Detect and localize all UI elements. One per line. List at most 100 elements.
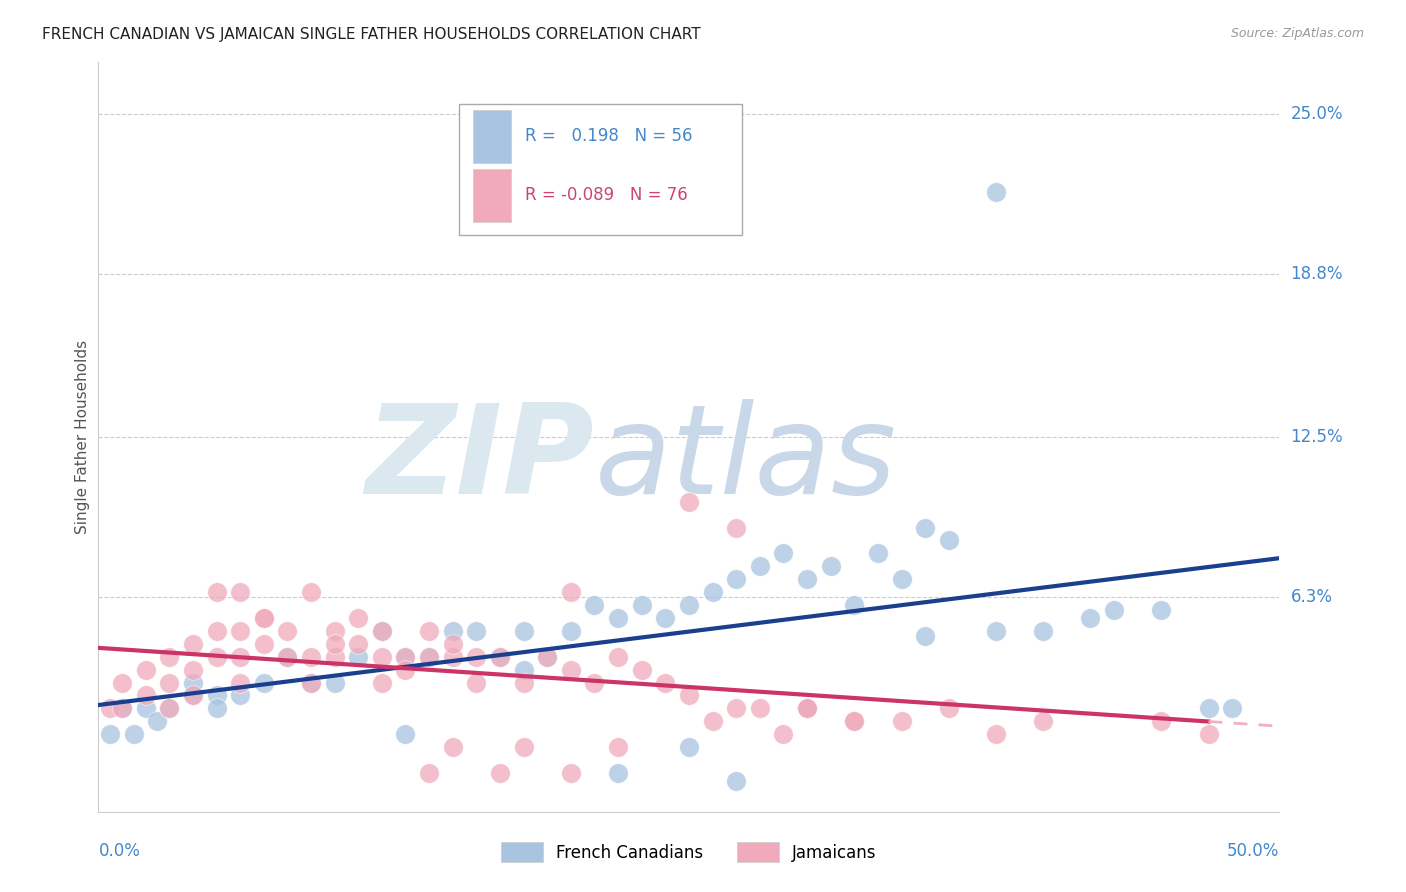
- Point: [135, 689, 157, 703]
- Text: atlas: atlas: [595, 399, 897, 520]
- FancyBboxPatch shape: [458, 103, 742, 235]
- Point: [938, 533, 960, 548]
- Point: [253, 675, 276, 690]
- Text: 50.0%: 50.0%: [1227, 842, 1279, 860]
- Point: [890, 572, 912, 586]
- Point: [441, 649, 464, 664]
- Point: [489, 649, 512, 664]
- Text: FRENCH CANADIAN VS JAMAICAN SINGLE FATHER HOUSEHOLDS CORRELATION CHART: FRENCH CANADIAN VS JAMAICAN SINGLE FATHE…: [42, 27, 700, 42]
- Point: [914, 520, 936, 534]
- Point: [418, 649, 440, 664]
- Point: [796, 572, 818, 586]
- Point: [181, 663, 204, 677]
- Point: [536, 649, 558, 664]
- Point: [984, 727, 1007, 741]
- Point: [347, 611, 370, 625]
- Text: 0.0%: 0.0%: [98, 842, 141, 860]
- Point: [98, 701, 121, 715]
- Point: [583, 598, 606, 612]
- Point: [607, 611, 630, 625]
- Point: [323, 624, 346, 638]
- Point: [1198, 701, 1220, 715]
- Point: [560, 766, 582, 780]
- Text: 6.3%: 6.3%: [1291, 588, 1333, 607]
- Point: [371, 649, 394, 664]
- Point: [678, 740, 700, 755]
- Point: [560, 663, 582, 677]
- Legend: French Canadians, Jamaicans: French Canadians, Jamaicans: [494, 834, 884, 871]
- Point: [394, 649, 416, 664]
- Point: [702, 585, 724, 599]
- Point: [1150, 714, 1173, 729]
- Point: [111, 701, 134, 715]
- Point: [820, 559, 842, 574]
- Point: [607, 649, 630, 664]
- Point: [984, 624, 1007, 638]
- Point: [229, 585, 252, 599]
- Point: [371, 624, 394, 638]
- Point: [205, 624, 228, 638]
- Point: [323, 637, 346, 651]
- Text: 12.5%: 12.5%: [1291, 428, 1343, 446]
- Point: [276, 649, 298, 664]
- Point: [441, 624, 464, 638]
- Point: [844, 714, 866, 729]
- Point: [394, 727, 416, 741]
- Point: [205, 689, 228, 703]
- Point: [1080, 611, 1102, 625]
- Point: [205, 701, 228, 715]
- Point: [772, 727, 794, 741]
- Text: Source: ZipAtlas.com: Source: ZipAtlas.com: [1230, 27, 1364, 40]
- Bar: [472, 169, 510, 221]
- Point: [844, 714, 866, 729]
- Point: [111, 701, 134, 715]
- Point: [111, 675, 134, 690]
- Point: [678, 494, 700, 508]
- Point: [441, 740, 464, 755]
- Point: [796, 701, 818, 715]
- Bar: [472, 111, 510, 162]
- Point: [914, 629, 936, 643]
- Point: [796, 701, 818, 715]
- Point: [654, 611, 676, 625]
- Point: [299, 649, 322, 664]
- Point: [229, 624, 252, 638]
- Point: [678, 598, 700, 612]
- Point: [418, 624, 440, 638]
- Point: [98, 727, 121, 741]
- Point: [938, 701, 960, 715]
- Text: 18.8%: 18.8%: [1291, 265, 1343, 284]
- Point: [253, 611, 276, 625]
- Point: [157, 701, 180, 715]
- Y-axis label: Single Father Households: Single Father Households: [75, 340, 90, 534]
- Point: [157, 649, 180, 664]
- Point: [347, 637, 370, 651]
- Text: R = -0.089   N = 76: R = -0.089 N = 76: [524, 186, 688, 204]
- Point: [489, 766, 512, 780]
- Point: [725, 773, 748, 788]
- Point: [323, 675, 346, 690]
- Text: R =   0.198   N = 56: R = 0.198 N = 56: [524, 128, 692, 145]
- Point: [146, 714, 169, 729]
- Point: [181, 689, 204, 703]
- Point: [465, 624, 488, 638]
- Point: [607, 740, 630, 755]
- Point: [394, 649, 416, 664]
- Point: [299, 585, 322, 599]
- Point: [323, 649, 346, 664]
- Point: [418, 766, 440, 780]
- Point: [371, 624, 394, 638]
- Point: [560, 624, 582, 638]
- Point: [465, 675, 488, 690]
- Point: [536, 649, 558, 664]
- Point: [441, 637, 464, 651]
- Point: [654, 675, 676, 690]
- Point: [205, 649, 228, 664]
- Point: [181, 637, 204, 651]
- Point: [181, 689, 204, 703]
- Point: [702, 714, 724, 729]
- Point: [725, 520, 748, 534]
- Point: [748, 559, 770, 574]
- Point: [607, 766, 630, 780]
- Point: [465, 649, 488, 664]
